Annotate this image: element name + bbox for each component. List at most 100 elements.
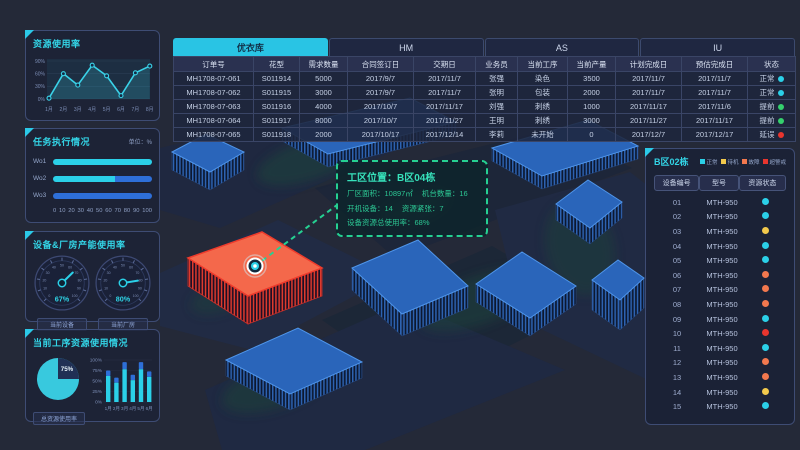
svg-text:80: 80: [139, 278, 143, 282]
building-right-box[interactable]: [555, 179, 623, 245]
panel-corner-accent: [25, 329, 34, 338]
equipment-model: MTH-950: [706, 197, 738, 207]
order-status-cell: 提前: [747, 113, 796, 128]
status-dot: [777, 118, 784, 124]
equipment-row[interactable]: 02 MTH-950: [654, 210, 786, 225]
svg-text:100: 100: [72, 294, 78, 298]
building-bottom[interactable]: [224, 327, 364, 411]
status-dot: [777, 90, 784, 96]
equipment-panel: B区02栋 正常 待机 故障 超警戒 设备编号 型号 资源状态 01 MTH-950 02 MT…: [645, 148, 795, 425]
tooltip-line: 开机设备：14 资源紧张：7: [347, 203, 444, 213]
equipment-status: [744, 402, 786, 411]
equipment-model: MTH-950: [706, 226, 738, 236]
tab-AS[interactable]: AS: [484, 38, 640, 56]
order-cell: 2000: [299, 127, 348, 142]
status-label: 提前: [759, 102, 775, 111]
tab-优衣库[interactable]: 优衣库: [173, 38, 328, 56]
equipment-id: 11: [673, 343, 681, 353]
order-cell: 1000: [567, 99, 616, 114]
column-header: 业务员: [475, 56, 518, 72]
order-cell: MH1708-07-064: [173, 113, 254, 128]
order-cell: 李莉: [475, 127, 518, 142]
panel-capacity-gauges: 设备&厂房产能使用率 0 10 20 30 40 50 60 70 80 90 100 67% 当前设备…: [25, 231, 160, 331]
equipment-status: [744, 226, 786, 236]
equipment-row[interactable]: 11 MTH-950: [654, 341, 786, 356]
order-row[interactable]: MH1708-07-061 S011914 5000 2017/9/7 2017/11/…: [173, 71, 796, 86]
equipment-model: MTH-950: [706, 256, 738, 266]
svg-text:70: 70: [74, 271, 78, 275]
equipment-model: MTH-950: [706, 241, 738, 251]
equipment-model: MTH-950: [706, 329, 738, 339]
equipment-row[interactable]: 01 MTH-950: [654, 195, 786, 210]
legend-swatch: [721, 159, 727, 164]
order-cell: 2017/11/7: [413, 85, 476, 100]
equipment-status-dot: [761, 387, 769, 395]
column-header: 合同签订日: [347, 56, 414, 72]
column-header: 当前工序: [517, 56, 568, 72]
svg-text:5月: 5月: [103, 107, 111, 113]
order-cell: 未开始: [517, 127, 568, 142]
equipment-id: 04: [672, 241, 682, 251]
column-header: 状态: [747, 56, 796, 72]
order-cell: MH1708-07-063: [173, 99, 254, 114]
equipment-row[interactable]: 06 MTH-950: [654, 268, 786, 283]
equipment-row[interactable]: 08 MTH-950: [654, 297, 786, 312]
equipment-row[interactable]: 15 MTH-950: [654, 399, 786, 414]
equipment-row[interactable]: 13 MTH-950: [654, 370, 786, 385]
equipment-row[interactable]: 07 MTH-950: [654, 283, 786, 298]
equipment-status: [744, 299, 786, 309]
column-header: 花型: [253, 56, 300, 72]
equipment-status-dot: [761, 402, 769, 410]
equipment-status: [744, 241, 786, 251]
building-center-long[interactable]: [351, 239, 469, 337]
order-cell: 2017/10/17: [347, 127, 414, 142]
task-bar-track: [53, 158, 152, 165]
order-row[interactable]: MH1708-07-065 S011918 2000 2017/10/17 2017/1…: [173, 127, 796, 142]
svg-text:0%: 0%: [38, 97, 46, 103]
order-cell: 2000: [567, 85, 616, 100]
order-cell: 2017/11/7: [681, 71, 748, 86]
order-row[interactable]: MH1708-07-064 S011917 8000 2017/10/7 2017/11…: [173, 113, 796, 128]
equipment-row[interactable]: 09 MTH-950: [654, 312, 786, 327]
task-bar-track: [53, 175, 152, 182]
svg-text:50: 50: [60, 263, 64, 267]
order-row[interactable]: MH1708-07-062 S011915 3000 2017/9/7 2017/11/…: [173, 85, 796, 100]
tab-IU[interactable]: IU: [640, 38, 795, 56]
equipment-row[interactable]: 03 MTH-950: [654, 224, 786, 239]
orders-table-widget: 优衣库 HM AS IU 订单号 花型 需求数量 合同签订日 交期日 业务员 当前工序 当前产量 计划…: [173, 38, 796, 142]
equipment-row[interactable]: 05 MTH-950: [654, 253, 786, 268]
equipment-row[interactable]: 04 MTH-950: [654, 239, 786, 254]
equipment-row[interactable]: 12 MTH-950: [654, 356, 786, 371]
equipment-row[interactable]: 14 MTH-950: [654, 385, 786, 400]
equipment-id: 03: [672, 226, 682, 236]
order-cell: 2017/11/17: [681, 113, 748, 128]
task-bar-segment-cyan: [53, 158, 152, 165]
svg-text:1月: 1月: [45, 107, 53, 113]
monthly-usage-bar-chart: 0% 25% 50% 75% 100% 1月 2月 3月 4月 5月 6月: [90, 358, 152, 412]
building-far-right[interactable]: [591, 259, 645, 331]
tab-HM[interactable]: HM: [328, 38, 484, 56]
equipment-model: MTH-950: [706, 358, 738, 368]
building-top-left[interactable]: [170, 133, 246, 191]
column-header: 交期日: [413, 56, 476, 72]
legend-swatch: [700, 159, 706, 164]
order-status-cell: 正常: [747, 85, 796, 100]
building-right-curved[interactable]: [475, 251, 577, 337]
status-label: 延误: [759, 130, 775, 139]
equipment-id: 10: [672, 329, 682, 339]
order-cell: 2017/11/27: [615, 113, 682, 128]
location-marker[interactable]: [243, 254, 267, 278]
status-legend: 正常 待机 故障 超警戒: [700, 158, 786, 166]
equipment-row[interactable]: 10 MTH-950: [654, 326, 786, 341]
equipment-id: 08: [672, 299, 682, 309]
equipment-id: 09: [672, 314, 682, 324]
svg-text:10: 10: [104, 287, 108, 291]
task-bar-row: Wo2: [33, 175, 152, 182]
equipment-status: [744, 372, 786, 382]
svg-text:30: 30: [46, 271, 50, 275]
legend-item: 待机: [721, 158, 738, 166]
order-cell: 2017/12/17: [681, 127, 748, 142]
order-row[interactable]: MH1708-07-063 S011916 4000 2017/10/7 2017/11…: [173, 99, 796, 114]
equipment-status: [744, 358, 786, 367]
